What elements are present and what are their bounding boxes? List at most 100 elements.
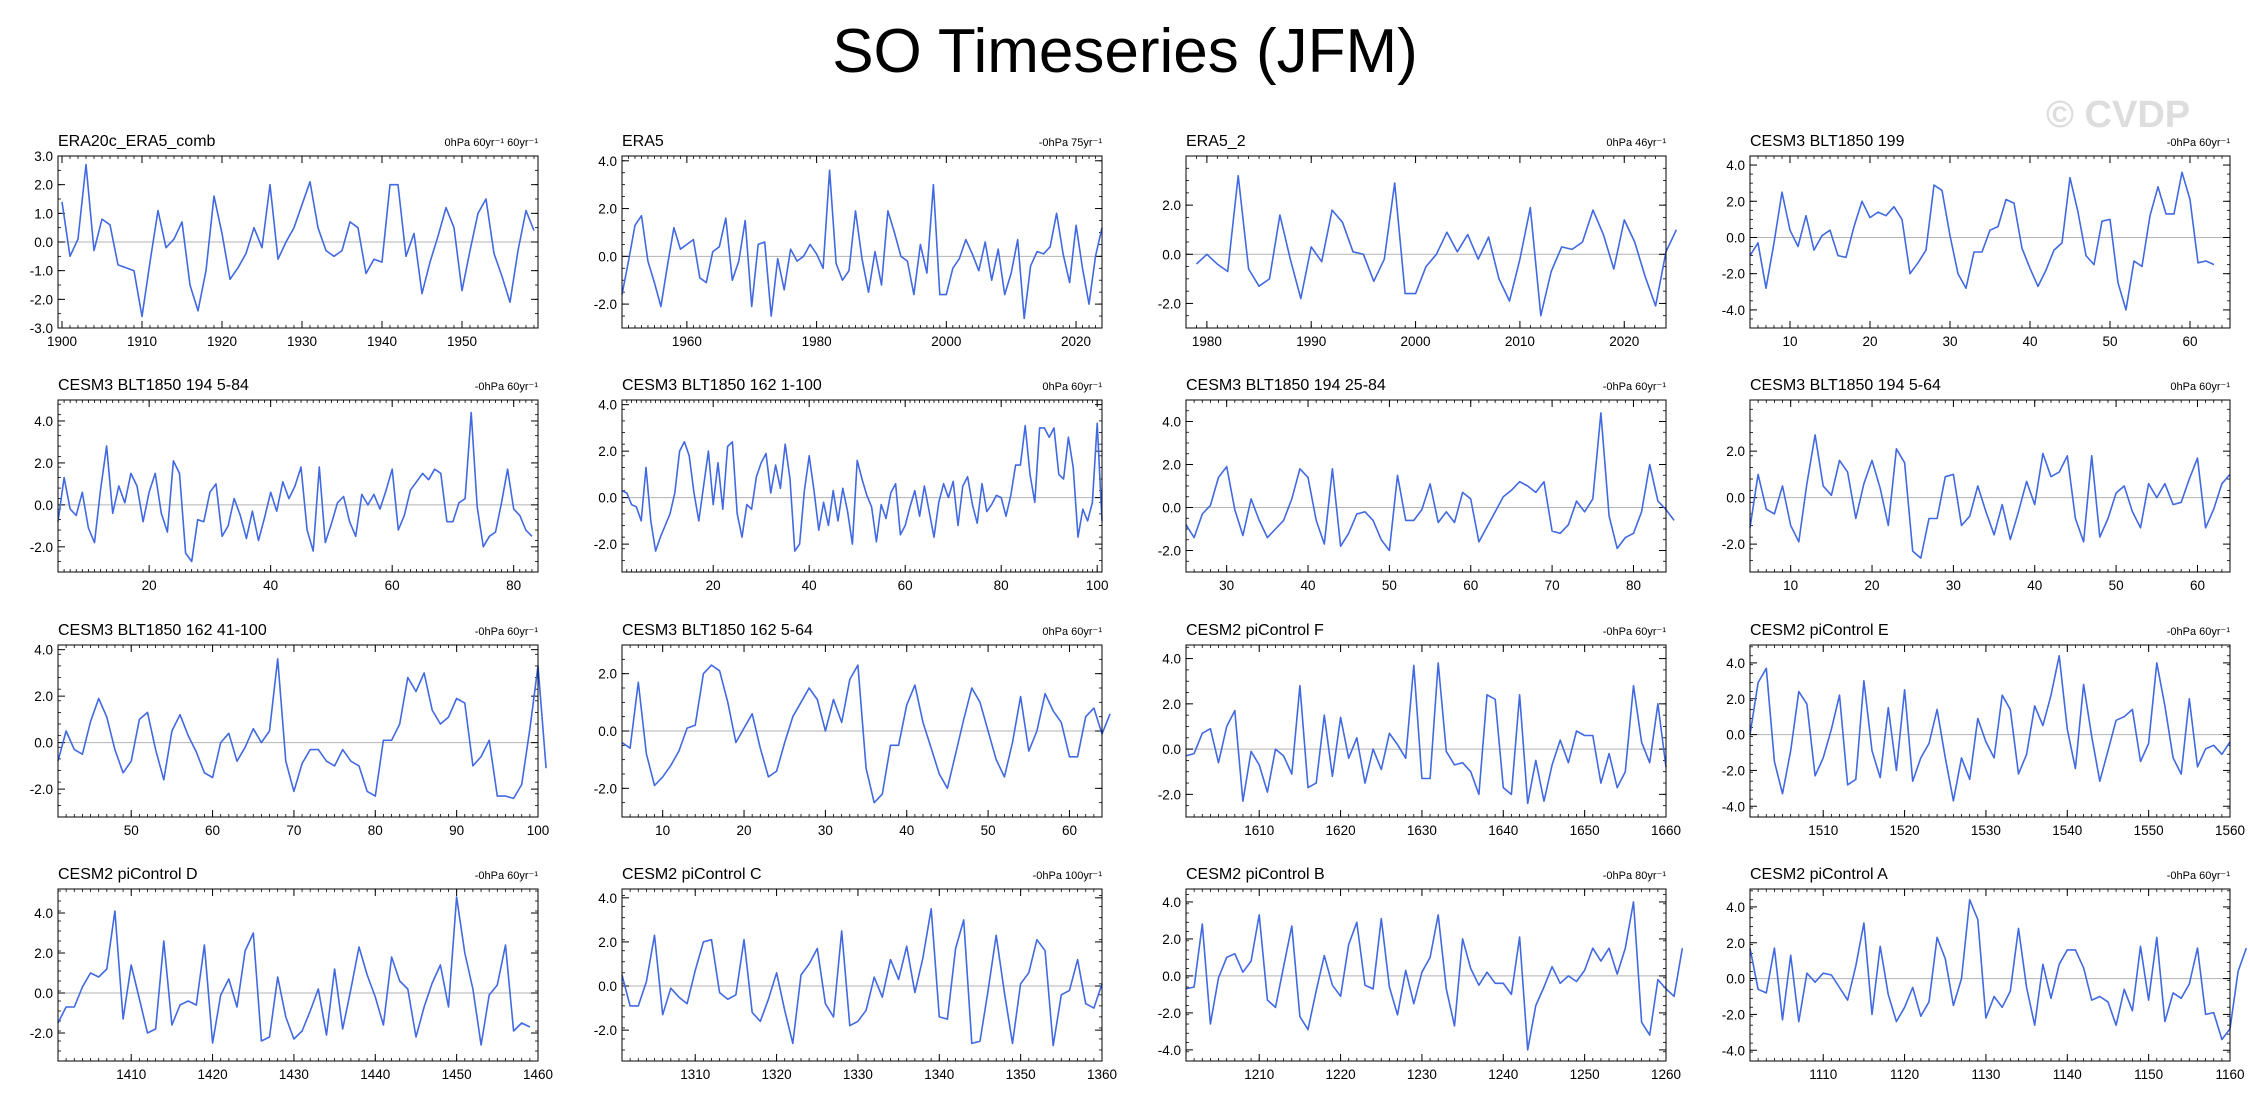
- panel-trend-label: 0hPa 60yr⁻¹: [1042, 381, 1102, 393]
- x-tick-label: 1130: [1971, 1067, 2000, 1082]
- chart-panel: CESM3 BLT1850 162 41-100 -0hPa 60yr⁻¹ 50 60…: [30, 622, 550, 838]
- panel-trend-label: -0hPa 60yr⁻¹: [2167, 137, 2231, 149]
- x-tick-label: 30: [1942, 334, 1957, 349]
- x-tick-label: 1140: [2053, 1067, 2082, 1082]
- y-tick-label: 0.0: [34, 986, 53, 1001]
- panel-title: CESM2 piControl D: [58, 866, 198, 883]
- chart-panel: CESM2 piControl E -0hPa 60yr⁻¹ 1510 1520 153…: [1722, 622, 2245, 838]
- y-tick-label: 0.0: [1162, 501, 1181, 516]
- x-tick-label: 10: [1782, 334, 1797, 349]
- series-line: [1195, 174, 1678, 317]
- y-tick-label: 2.0: [1162, 697, 1181, 712]
- y-tick-label: 0.0: [1162, 742, 1181, 757]
- y-tick-label: -2.0: [1722, 267, 1745, 282]
- series-line: [1185, 901, 1684, 1051]
- panel-trend-label: -0hPa 60yr⁻¹: [475, 626, 539, 638]
- y-tick-label: 1.0: [34, 206, 53, 221]
- panel-trend-label: -0hPa 60yr⁻¹: [475, 381, 539, 393]
- y-tick-label: 0.0: [598, 979, 617, 994]
- y-tick-label: 0.0: [1726, 972, 1745, 987]
- y-tick-label: -2.0: [1158, 544, 1181, 559]
- panel-title: CESM3 BLT1850 199: [1750, 133, 1905, 150]
- series-line: [1185, 662, 1667, 805]
- x-tick-label: 1980: [1192, 334, 1222, 349]
- panel-trend-label: 0hPa 60yr⁻¹: [2170, 381, 2230, 393]
- plot-frame: [1749, 399, 2231, 573]
- x-tick-label: 1920: [207, 334, 237, 349]
- x-tick-label: 1120: [1890, 1067, 1919, 1082]
- y-tick-label: 2.0: [598, 935, 617, 950]
- panel-trend-label: 0hPa 60yr⁻¹: [1042, 626, 1102, 638]
- series-line: [621, 422, 1103, 552]
- x-tick-label: 30: [818, 823, 833, 838]
- y-tick-label: -2.0: [30, 1026, 53, 1041]
- panel-title: ERA5: [622, 133, 664, 150]
- y-tick-label: 4.0: [1726, 656, 1745, 671]
- x-tick-label: 1560: [2215, 823, 2245, 838]
- y-tick-label: 4.0: [1162, 652, 1181, 667]
- x-tick-label: 1210: [1244, 1067, 1274, 1082]
- x-tick-label: 40: [899, 823, 914, 838]
- plot-frame: [1749, 155, 2231, 329]
- x-tick-label: 30: [1946, 578, 1961, 593]
- y-tick-label: 4.0: [1162, 895, 1181, 910]
- x-tick-label: 1250: [1570, 1067, 1600, 1082]
- plot-frame: [1185, 888, 1667, 1062]
- chart-panel: ERA20c_ERA5_comb 0hPa 60yr⁻¹ 60yr⁻¹ 1900 19…: [30, 133, 539, 349]
- x-tick-label: 40: [2022, 334, 2037, 349]
- panel-title: CESM2 piControl B: [1186, 866, 1325, 883]
- y-tick-label: -2.0: [30, 782, 53, 797]
- y-tick-label: 0.0: [1726, 491, 1745, 506]
- y-tick-label: 0.0: [34, 498, 53, 513]
- x-tick-label: 1410: [116, 1067, 146, 1082]
- y-tick-label: 2.0: [34, 689, 53, 704]
- x-tick-label: 60: [1062, 823, 1077, 838]
- y-tick-label: 4.0: [1726, 158, 1745, 173]
- panel-trend-label: -0hPa 60yr⁻¹: [475, 870, 539, 882]
- x-tick-label: 50: [2109, 578, 2124, 593]
- x-tick-label: 40: [802, 578, 817, 593]
- chart-panel: CESM2 piControl A -0hPa 60yr⁻¹ 1110 1120 113…: [1722, 866, 2248, 1082]
- x-tick-label: 50: [1382, 578, 1397, 593]
- plot-frame: [1749, 888, 2231, 1062]
- x-tick-label: 20: [1865, 578, 1880, 593]
- cvdp-watermark: © CVDP: [2046, 94, 2191, 136]
- x-tick-label: 10: [655, 823, 670, 838]
- x-tick-label: 1160: [2215, 1067, 2244, 1082]
- x-tick-label: 100: [527, 823, 550, 838]
- x-tick-label: 1510: [1808, 823, 1838, 838]
- plot-frame: [1185, 644, 1667, 818]
- x-tick-label: 20: [737, 823, 752, 838]
- x-tick-label: 80: [368, 823, 383, 838]
- panel-trend-label: -0hPa 60yr⁻¹: [1603, 381, 1667, 393]
- x-tick-label: 70: [1545, 578, 1560, 593]
- plot-frame: [1185, 399, 1667, 573]
- x-tick-label: 1660: [1651, 823, 1681, 838]
- y-tick-label: 4.0: [34, 414, 53, 429]
- x-tick-label: 50: [981, 823, 996, 838]
- y-tick-label: 0.0: [1162, 969, 1181, 984]
- x-tick-label: 30: [1219, 578, 1234, 593]
- x-tick-label: 1630: [1407, 823, 1437, 838]
- x-tick-label: 60: [1463, 578, 1478, 593]
- x-tick-label: 2000: [1401, 334, 1431, 349]
- panel-title: CESM2 piControl A: [1750, 866, 1888, 883]
- panel-title: CESM3 BLT1850 162 1-100: [622, 377, 822, 394]
- panel-trend-label: -0hPa 60yr⁻¹: [2167, 870, 2231, 882]
- series-line: [621, 907, 1103, 1047]
- x-tick-label: 1330: [843, 1067, 873, 1082]
- x-tick-label: 1530: [1971, 823, 2001, 838]
- x-tick-label: 1540: [2052, 823, 2082, 838]
- x-tick-label: 40: [1301, 578, 1316, 593]
- panel-trend-label: -0hPa 60yr⁻¹: [2167, 626, 2231, 638]
- chart-panel: CESM3 BLT1850 194 25-84 -0hPa 60yr⁻¹ 30 40 5…: [1158, 377, 1675, 593]
- x-tick-label: 2020: [1061, 334, 1091, 349]
- plot-frame: [621, 888, 1103, 1062]
- y-tick-label: -2.0: [594, 297, 617, 312]
- x-tick-label: 50: [2102, 334, 2117, 349]
- panel-trend-label: 0hPa 46yr⁻¹: [1606, 137, 1666, 149]
- panel-title: ERA20c_ERA5_comb: [58, 133, 216, 150]
- chart-panel: CESM2 piControl D -0hPa 60yr⁻¹ 1410 1420 143…: [30, 866, 553, 1082]
- panel-trend-label: -0hPa 100yr⁻¹: [1033, 870, 1103, 882]
- y-tick-label: 0.0: [598, 491, 617, 506]
